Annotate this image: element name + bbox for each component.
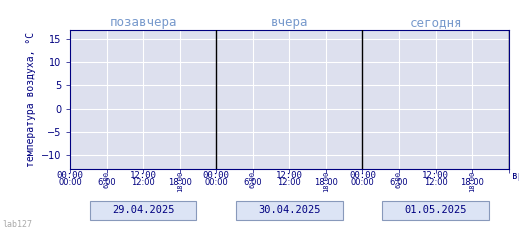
Text: lab127: lab127 <box>3 220 33 229</box>
Text: 12:00: 12:00 <box>276 171 303 180</box>
Text: позавчера: позавчера <box>110 16 177 29</box>
Text: 12:00: 12:00 <box>130 171 157 180</box>
Text: вчера: вчера <box>270 16 308 29</box>
Text: 6:00: 6:00 <box>104 171 110 188</box>
Text: 18:00: 18:00 <box>176 171 183 192</box>
Text: 18:00: 18:00 <box>469 171 475 192</box>
Text: 6:00: 6:00 <box>396 171 402 188</box>
Text: 6:00: 6:00 <box>250 171 256 188</box>
Y-axis label: температура воздуха, °С: температура воздуха, °С <box>26 32 36 167</box>
Text: 30.04.2025: 30.04.2025 <box>258 205 321 215</box>
Text: 00:00: 00:00 <box>57 171 84 180</box>
Text: 12:00: 12:00 <box>422 171 449 180</box>
Text: 00:00: 00:00 <box>203 171 230 180</box>
Text: сегодня: сегодня <box>409 16 462 29</box>
Text: 00:00: 00:00 <box>349 171 376 180</box>
Text: 18:00: 18:00 <box>323 171 329 192</box>
Text: время: время <box>512 171 519 181</box>
Text: 29.04.2025: 29.04.2025 <box>112 205 174 215</box>
Text: 01.05.2025: 01.05.2025 <box>404 205 467 215</box>
